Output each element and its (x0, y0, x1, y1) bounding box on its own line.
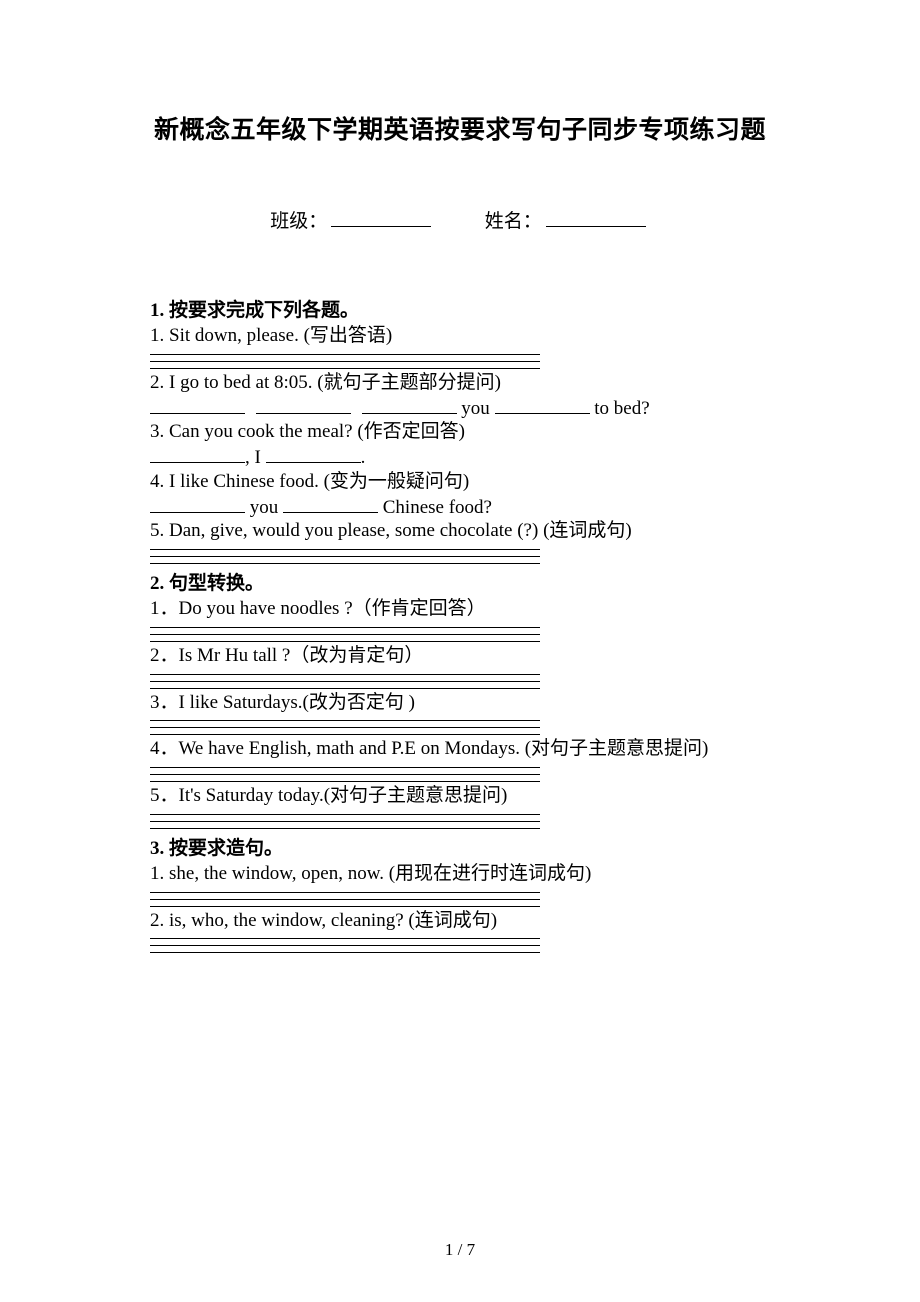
name-blank[interactable] (546, 208, 646, 227)
s1-q1: 1. Sit down, please. (写出答语) (150, 324, 770, 348)
page: 新概念五年级下学期英语按要求写句子同步专项练习题 班级： 姓名： 1. 按要求完… (0, 0, 920, 1302)
s1-q1-answer[interactable] (150, 348, 770, 369)
s3-q2: 2. is, who, the window, cleaning? (连词成句) (150, 909, 770, 933)
name-row: 班级： 姓名： (150, 206, 770, 233)
s1-q3: 3. Can you cook the meal? (作否定回答) (150, 420, 770, 444)
s1-q3-end: . (361, 447, 366, 468)
s3-q2-answer[interactable] (150, 932, 770, 953)
page-title: 新概念五年级下学期英语按要求写句子同步专项练习题 (150, 110, 770, 146)
class-label: 班级： (270, 211, 327, 232)
s1-q5-answer[interactable] (150, 543, 770, 564)
section-3-heading: 3. 按要求造句。 (150, 833, 770, 860)
s2-q2: 2．Is Mr Hu tall ?（改为肯定句） (150, 644, 770, 668)
s1-q3-mid: , I (245, 447, 266, 468)
s2-q4-answer[interactable] (150, 761, 770, 782)
page-footer: 1 / 7 (0, 1240, 920, 1260)
s1-q4-end: Chinese food? (378, 497, 492, 518)
section-2-heading: 2. 句型转换。 (150, 568, 770, 595)
s1-q2-fill[interactable]: you to bed? (150, 395, 770, 421)
s1-q2-end: to bed? (594, 398, 649, 419)
s1-q4: 4. I like Chinese food. (变为一般疑问句) (150, 470, 770, 494)
s2-q1: 1．Do you have noodles ?（作肯定回答） (150, 597, 770, 621)
s2-q5: 5．It's Saturday today.(对句子主题意思提问) (150, 784, 770, 808)
s2-q3: 3．I like Saturdays.(改为否定句 ) (150, 691, 770, 715)
s1-q4-mid: you (245, 497, 283, 518)
s2-q3-answer[interactable] (150, 714, 770, 735)
s3-q1-answer[interactable] (150, 886, 770, 907)
s1-q2-mid: you (461, 398, 494, 419)
s2-q1-answer[interactable] (150, 621, 770, 642)
s1-q5: 5. Dan, give, would you please, some cho… (150, 519, 770, 543)
s1-q3-fill[interactable]: , I . (150, 444, 770, 470)
s2-q2-answer[interactable] (150, 668, 770, 689)
s3-q1: 1. she, the window, open, now. (用现在进行时连词… (150, 862, 770, 886)
s1-q2: 2. I go to bed at 8:05. (就句子主题部分提问) (150, 371, 770, 395)
name-label: 姓名： (485, 211, 542, 232)
s2-q4: 4．We have English, math and P.E on Monda… (150, 737, 770, 761)
class-blank[interactable] (331, 208, 431, 227)
s1-q4-fill[interactable]: you Chinese food? (150, 494, 770, 520)
s2-q5-answer[interactable] (150, 808, 770, 829)
section-1-heading: 1. 按要求完成下列各题。 (150, 295, 770, 322)
